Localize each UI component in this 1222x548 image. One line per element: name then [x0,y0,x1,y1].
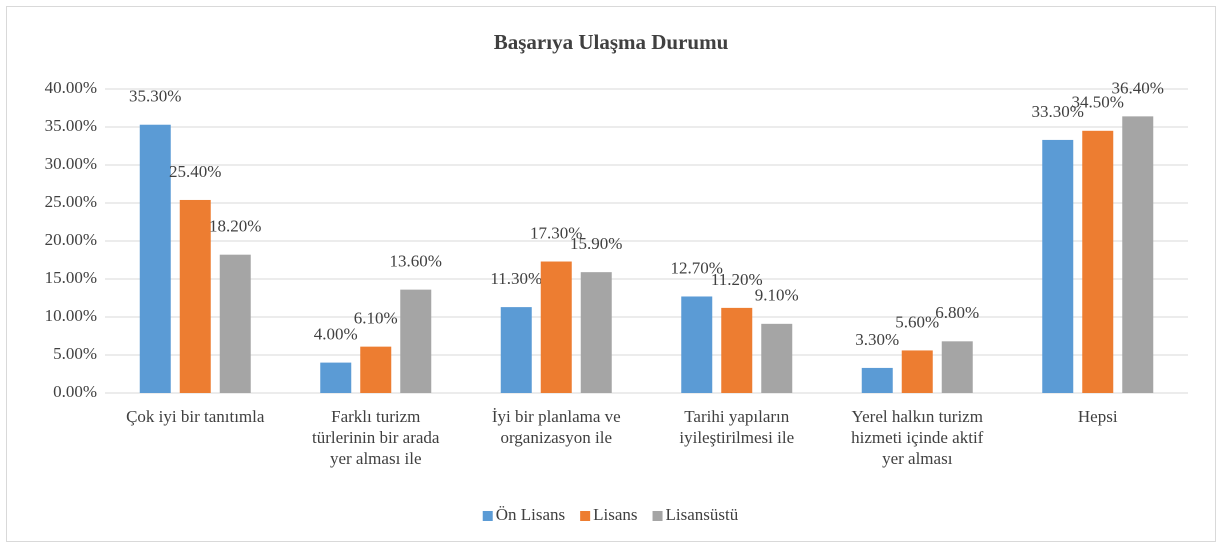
data-label: 6.10% [354,309,398,328]
bar [360,346,392,393]
bar [139,124,171,393]
y-tick-label: 20.00% [45,230,97,249]
y-tick-label: 10.00% [45,306,97,325]
data-label: 34.50% [1072,93,1124,112]
bar [681,296,713,393]
legend-label: Ön Lisans [496,505,565,524]
bar [1042,139,1074,393]
y-tick-label: 15.00% [45,268,97,287]
data-label: 25.40% [169,162,221,181]
y-tick-label: 25.00% [45,192,97,211]
data-label: 35.30% [129,87,181,106]
bar [219,254,251,393]
data-label: 9.10% [755,286,799,305]
y-tick-label: 0.00% [53,382,97,401]
data-label: 11.20% [711,270,763,289]
bar [861,367,893,393]
y-tick-label: 40.00% [45,78,97,97]
data-label: 3.30% [855,330,899,349]
legend-label: Lisansüstü [666,505,739,524]
legend-swatch [652,511,663,521]
bar [901,350,933,393]
bar [320,362,352,393]
data-label: 17.30% [530,223,582,242]
data-label: 33.30% [1032,102,1084,121]
data-label: 4.00% [314,325,358,344]
bar [179,199,211,393]
bar [1122,116,1154,394]
legend-label: Lisans [593,505,637,524]
y-tick-label: 5.00% [53,344,97,363]
data-label: 11.30% [490,269,542,288]
chart-title: Başarıya Ulaşma Durumu [494,30,729,54]
x-tick-label: Yerel halkın turizm hizmeti içinde aktif y… [851,407,984,468]
data-label: 18.20% [209,217,261,236]
x-tick-label: Çok iyi bir tanıtımla [126,407,265,426]
y-tick-label: 35.00% [45,116,97,135]
bar [941,341,973,393]
bar [540,261,572,393]
x-tick-label: Farklı turizm türlerinin bir arada yer alm… [312,407,440,468]
x-tick-label: Hepsi [1078,407,1118,426]
bar [721,307,753,393]
bar [500,307,532,393]
data-label: 36.40% [1112,78,1164,97]
bar [400,289,432,393]
y-tick-label: 30.00% [45,154,97,173]
data-label: 15.90% [570,234,622,253]
x-tick-label: Tarihi yapıların iyileştirilmesi ile [679,407,794,447]
bar [761,323,793,393]
legend-swatch [580,511,591,521]
legend-swatch [482,511,493,521]
data-label: 5.60% [895,312,939,331]
bar [580,272,612,393]
data-label: 12.70% [671,258,723,277]
x-tick-label: İyi bir planlama ve organizasyon ile [492,407,621,447]
data-label: 13.60% [390,252,442,271]
bar [1082,130,1114,394]
data-label: 6.80% [935,303,979,322]
